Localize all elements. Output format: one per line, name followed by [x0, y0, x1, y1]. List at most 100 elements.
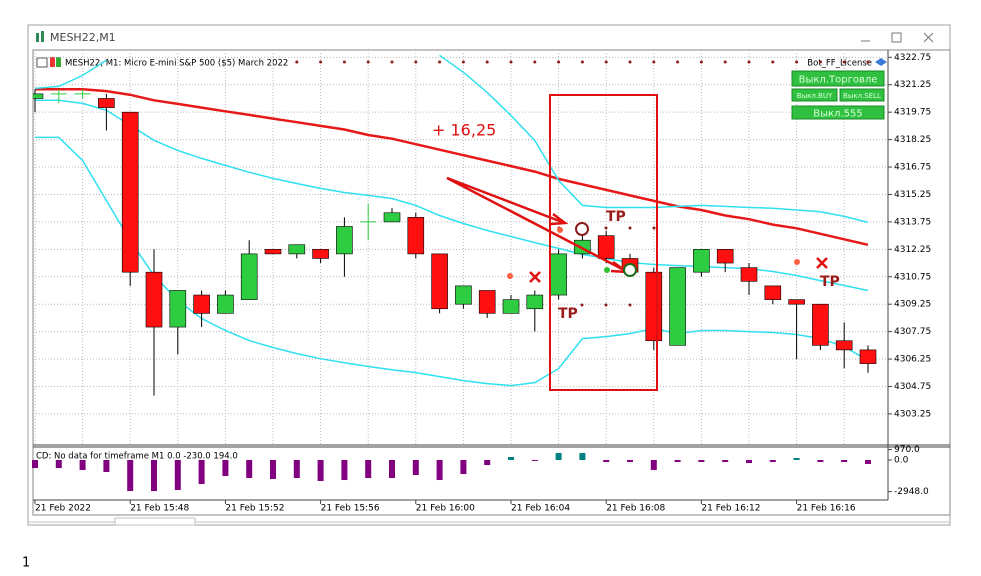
toggle-button[interactable] — [791, 105, 885, 120]
candle-body — [407, 217, 425, 255]
histogram-bar — [341, 460, 348, 481]
order-icon — [623, 263, 637, 277]
y-tick-label: 4322.75 — [894, 53, 931, 63]
entry-dot — [507, 273, 513, 279]
x-tick-label: 21 Feb 16:00 — [416, 504, 475, 514]
button-label: Выкл.Торговле — [799, 75, 878, 86]
candle-body — [835, 340, 853, 351]
candle-body — [859, 349, 877, 364]
y-tick-label: 970.0 — [894, 445, 920, 455]
candle-body — [240, 253, 258, 300]
histogram-bar — [412, 460, 419, 476]
level-dot — [652, 60, 656, 64]
x-tick-label: 21 Feb 15:48 — [130, 504, 189, 514]
candle-body — [740, 267, 758, 282]
level-dot — [628, 303, 632, 307]
level-dot — [533, 60, 537, 64]
x-tick-label: 21 Feb 16:12 — [701, 504, 760, 514]
level-dot — [795, 60, 799, 64]
title-bar — [29, 26, 949, 48]
candle-body — [693, 249, 710, 273]
annotation: TP — [558, 306, 578, 322]
histogram-bar — [650, 460, 657, 470]
histogram-bar — [579, 453, 586, 461]
histogram-bar — [769, 460, 776, 463]
y-tick-label: 4313.75 — [894, 217, 931, 227]
annotation: TP — [606, 209, 626, 225]
histogram-bar — [32, 460, 38, 469]
candle-body — [431, 253, 448, 310]
level-dot — [319, 60, 323, 64]
caption: 1 — [22, 556, 30, 571]
chart-title: MESH22, M1: Micro E-mini S&P 500 ($5) Ma… — [65, 59, 288, 69]
level-dot — [485, 60, 489, 64]
toggle-button[interactable] — [791, 88, 838, 102]
entry-dot — [604, 267, 610, 273]
histogram-bar — [151, 460, 157, 492]
license-label: Bot_FF_License — [807, 59, 872, 69]
y-tick-label: 4303.25 — [894, 409, 931, 419]
x-tick-label: 21 Feb 2022 — [35, 504, 91, 514]
histogram-bar — [460, 460, 467, 475]
window-title: MESH22,M1 — [50, 31, 116, 44]
level-dot — [628, 60, 632, 64]
histogram-bar — [817, 460, 824, 463]
close-button[interactable] — [923, 32, 934, 43]
level-dot — [818, 60, 822, 64]
candle-body — [312, 249, 329, 259]
annotation: TP — [820, 274, 840, 290]
histogram-bar — [198, 460, 205, 485]
candle-body — [193, 294, 210, 314]
order-icon — [575, 222, 589, 236]
histogram-bar — [674, 460, 681, 463]
toggle-button[interactable] — [791, 70, 885, 87]
candle-body — [145, 271, 163, 328]
histogram-bar — [222, 460, 229, 476]
histogram-bar — [270, 460, 276, 479]
candle-body — [645, 271, 663, 342]
candle-body — [716, 249, 734, 264]
level-dot — [414, 60, 418, 64]
band-line — [35, 99, 869, 292]
maximize-button[interactable] — [891, 32, 902, 43]
y-tick-label: 4307.75 — [894, 327, 931, 337]
level-dot — [604, 303, 608, 307]
candle-body — [288, 244, 306, 255]
histogram-bar — [603, 460, 610, 463]
histogram-bar — [555, 453, 562, 461]
entry-dot — [557, 227, 563, 233]
candle-body — [455, 285, 472, 305]
y-tick-label: 4306.25 — [894, 355, 931, 365]
y-tick-label: 4315.25 — [894, 190, 931, 200]
histogram-bar — [531, 460, 538, 462]
level-dot — [842, 60, 846, 64]
histogram-bar — [55, 460, 62, 469]
candle-body — [33, 93, 44, 99]
chart-area — [32, 49, 951, 516]
histogram-bar — [246, 460, 253, 479]
tab[interactable] — [114, 517, 196, 526]
toggle-button[interactable] — [839, 88, 885, 102]
histogram-bar — [746, 460, 752, 464]
level-dot — [747, 60, 751, 64]
candle-body — [788, 299, 805, 305]
candle-body — [764, 285, 782, 300]
button-label: Выкл.555 — [813, 109, 862, 120]
button-label: Выкл.BUY — [797, 92, 833, 100]
candle-body — [550, 253, 567, 296]
histogram-bar — [841, 460, 848, 463]
candle-body — [264, 249, 282, 255]
level-dot — [676, 60, 680, 64]
y-tick-label: 0.0 — [894, 456, 909, 466]
y-tick-label: -2948.0 — [894, 487, 929, 497]
y-tick-label: 4309.25 — [894, 300, 931, 310]
candle-body — [98, 98, 115, 108]
level-dot — [699, 60, 703, 64]
candle-body — [597, 235, 615, 259]
level-dot — [366, 60, 370, 64]
histogram-bar — [127, 460, 134, 491]
close-marker — [816, 257, 828, 269]
y-tick-label: 4304.75 — [894, 382, 931, 392]
